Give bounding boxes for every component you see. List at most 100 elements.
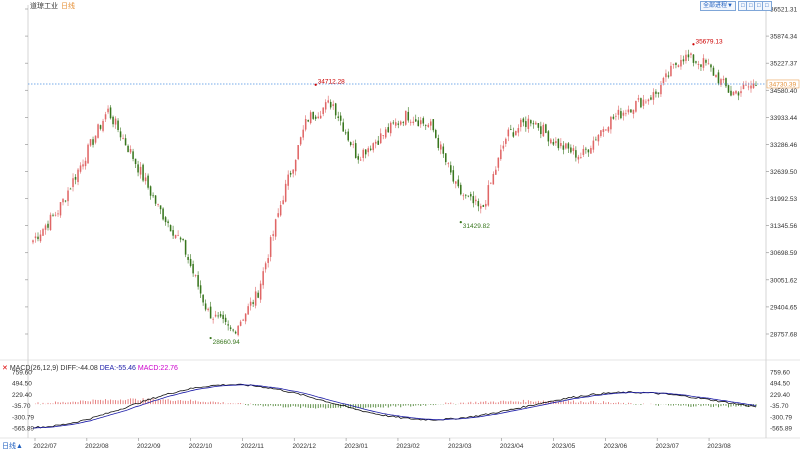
candle-body	[472, 196, 475, 204]
candle-body	[615, 115, 617, 117]
candle-body	[505, 138, 507, 144]
candle-body	[284, 183, 287, 202]
candle-body	[207, 308, 209, 311]
candle-body	[32, 240, 34, 243]
macd-legend: ✕ MACD(26,12,9) DIFF:-44.08 DEA:-55.46 M…	[2, 364, 178, 372]
candle-body	[104, 114, 107, 120]
candle-body	[192, 264, 194, 274]
candle-body	[587, 149, 590, 153]
candle-body	[435, 130, 437, 138]
x-tick-label: 2023/07	[655, 443, 679, 450]
last-price-box	[766, 79, 800, 89]
candle-body	[557, 138, 560, 149]
candle-body	[690, 53, 692, 55]
candle-body	[737, 92, 740, 96]
annotation-marker	[692, 43, 695, 46]
candle-body	[645, 101, 647, 103]
candle-body	[309, 112, 312, 124]
candle-body	[525, 121, 527, 127]
close-icon[interactable]: ✕	[2, 365, 8, 372]
candle-body	[720, 79, 722, 85]
candle-body	[37, 236, 39, 240]
candle-body	[632, 109, 635, 114]
candle-body	[347, 131, 349, 141]
candle-body	[234, 331, 237, 334]
candle-body	[157, 204, 159, 205]
candle-body	[712, 67, 715, 76]
candle-body	[322, 107, 324, 115]
toggle-button-4[interactable]: □	[762, 1, 772, 11]
candle-body	[212, 318, 214, 320]
candle-body	[352, 144, 354, 146]
price-tick-label: 35874.34	[770, 34, 797, 41]
candle-body	[440, 144, 442, 150]
macd-diff-line	[32, 383, 757, 429]
candle-body	[597, 134, 600, 142]
x-tick-label: 2023/06	[604, 443, 628, 450]
candle-body	[274, 219, 277, 237]
candle-body	[182, 238, 184, 240]
macd-tick-label-right: -300.79	[770, 414, 792, 421]
candle-body	[102, 120, 104, 131]
candle-body	[577, 156, 580, 160]
candle-body	[379, 133, 382, 144]
candle-body	[625, 113, 627, 115]
period-tag[interactable]: 日线	[61, 3, 75, 10]
candle-body	[297, 145, 299, 160]
adjust-dropdown-button[interactable]: 全部进程▼	[700, 1, 736, 11]
candle-body	[197, 275, 199, 287]
candle-body	[447, 163, 450, 165]
x-tick-label: 2022/07	[33, 443, 57, 450]
candle-body	[682, 59, 685, 62]
candle-body	[477, 201, 480, 207]
x-tick-label: 2022/09	[137, 443, 161, 450]
candle-body	[610, 116, 612, 130]
price-tick-label: 28757.68	[770, 332, 797, 339]
macd-tick-label-left: -300.79	[12, 414, 34, 421]
candle-body	[570, 147, 572, 153]
candle-body	[277, 213, 279, 217]
x-tick-label: 2023/04	[500, 443, 524, 450]
candle-body	[242, 319, 244, 321]
candle-body	[677, 65, 680, 67]
candle-body	[122, 137, 124, 139]
candle-body	[512, 132, 515, 137]
candle-body	[332, 104, 334, 106]
candle-body	[374, 141, 377, 144]
candle-body	[357, 156, 359, 160]
candle-body	[249, 301, 252, 306]
candle-body	[287, 174, 289, 186]
candle-body	[542, 124, 545, 137]
candle-body	[732, 91, 735, 96]
candle-body	[59, 202, 62, 216]
candle-body	[527, 118, 530, 130]
candle-body	[229, 327, 232, 329]
candle-body	[495, 169, 497, 175]
price-tick-label: 29404.65	[770, 304, 797, 311]
candle-body	[535, 122, 537, 125]
candle-body	[742, 84, 745, 90]
candle-body	[289, 173, 292, 175]
x-tick-label: 2023/02	[396, 443, 420, 450]
candle-body	[687, 54, 690, 58]
candle-body	[640, 98, 642, 108]
macd-tick-label-left: 229.40	[12, 392, 32, 399]
period-selector[interactable]: 日线▲	[2, 443, 23, 450]
candle-body	[432, 119, 435, 131]
price-tick-label: 30698.59	[770, 250, 797, 257]
candle-body	[707, 63, 710, 65]
candle-body	[369, 148, 372, 150]
candle-body	[627, 109, 630, 113]
macd-dea-line	[32, 384, 757, 429]
candle-body	[342, 122, 344, 132]
x-tick-label: 2023/08	[707, 443, 731, 450]
candle-body	[592, 140, 595, 150]
candle-body	[34, 236, 37, 239]
candle-body	[424, 124, 427, 126]
x-tick-label: 2023/05	[552, 443, 576, 450]
candle-body	[642, 99, 645, 106]
candle-body	[667, 75, 670, 77]
candle-body	[430, 121, 432, 126]
